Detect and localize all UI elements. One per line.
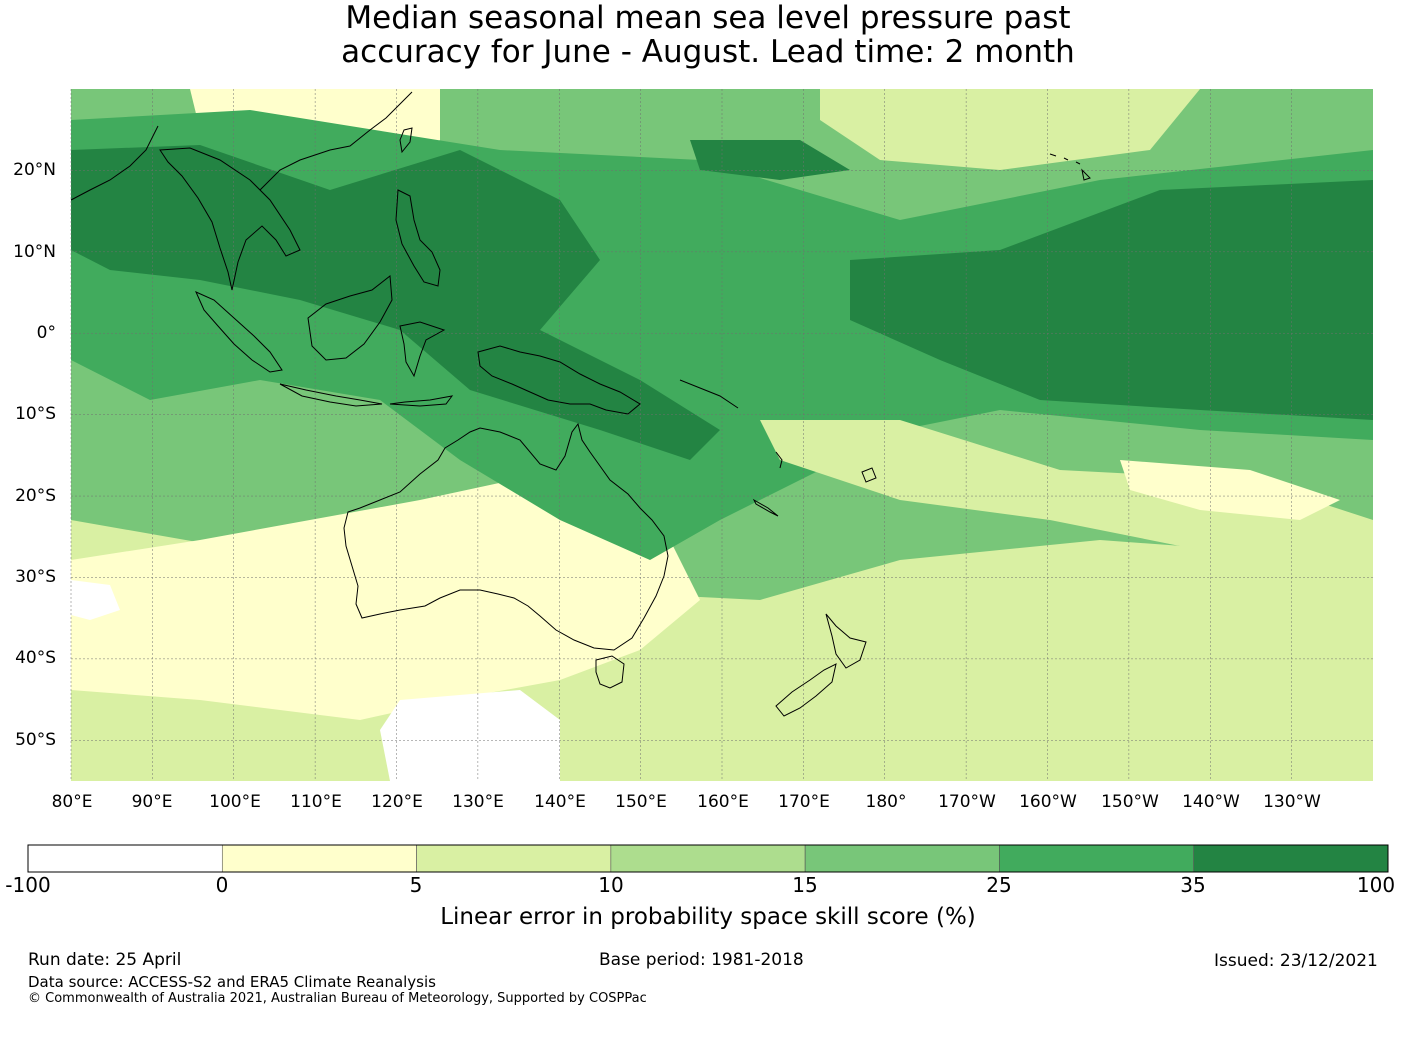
coastline-indochina: [159, 147, 301, 291]
colorbar-box-0: [27, 844, 223, 873]
lon-label-140w: 140°W: [1182, 792, 1240, 812]
field-band-dark-core-east: [850, 180, 1373, 420]
coastline-hawaii: [1049, 153, 1091, 181]
lon-label-160e: 160°E: [697, 792, 749, 812]
run-date: Run date: 25 April: [28, 950, 182, 970]
chart-title-line-1: Median seasonal mean sea level pressure …: [345, 0, 1071, 36]
field-band-dark-north: [690, 140, 850, 180]
lon-label-130w: 130°W: [1263, 792, 1321, 812]
lat-label-10n: 10°N: [13, 242, 56, 262]
lat-label-20n: 20°N: [13, 160, 56, 180]
lon-label-170w: 170°W: [938, 792, 996, 812]
lon-label-160w: 160°W: [1019, 792, 1077, 812]
coastline-india: [70, 125, 159, 201]
coastline-tasmania: [595, 655, 625, 689]
lon-label-150e: 150°E: [615, 792, 667, 812]
colorbar-tick-15: 15: [792, 873, 818, 897]
lon-label-150w: 150°W: [1101, 792, 1159, 812]
coastlines: [70, 91, 1091, 717]
coastline-vanuatu: [775, 451, 783, 469]
colorbar-tick-minus100: -100: [5, 873, 51, 897]
coastline-nz-south: [775, 663, 837, 717]
field-band-light-north-east: [820, 89, 1200, 170]
lat-label-50s: 50°S: [15, 730, 56, 750]
colorbar-box-2: [416, 844, 612, 873]
lon-label-140e: 140°E: [534, 792, 586, 812]
colorbar-box-6: [1193, 844, 1389, 873]
data-source: Data source: ACCESS-S2 and ERA5 Climate …: [28, 973, 436, 991]
coastline-lesser-sunda: [389, 395, 454, 407]
coastline-sumatra: [195, 291, 283, 373]
lat-label-40s: 40°S: [15, 648, 56, 668]
lon-label-130e: 130°E: [452, 792, 504, 812]
coastline-new-guinea: [477, 345, 641, 415]
lat-label-0: 0°: [36, 323, 56, 343]
coastline-australia: [343, 422, 669, 651]
coastline-fiji: [861, 467, 877, 483]
coastline-sulawesi: [399, 321, 446, 378]
lon-label-120e: 120°E: [371, 792, 423, 812]
coastline-solomons: [679, 379, 739, 409]
colorbar-tick-25: 25: [986, 873, 1012, 897]
field-band-white-west: [71, 580, 120, 620]
map-gridlines: [70, 89, 1373, 781]
chart-title-line-2: accuracy for June - August. Lead time: 2…: [341, 34, 1075, 70]
coastline-china: [259, 91, 413, 191]
field-band-pale-diagonal: [1120, 460, 1340, 520]
colorbar-box-3: [610, 844, 806, 873]
field-band-light-diagonal: [760, 420, 1373, 560]
lon-label-90e: 90°E: [131, 792, 173, 812]
colorbar-label: Linear error in probability space skill …: [440, 904, 976, 930]
lon-label-170e: 170°E: [778, 792, 830, 812]
lat-label-30s: 30°S: [15, 567, 56, 587]
field-band-dark-core-west: [71, 145, 720, 460]
colorbar-box-4: [804, 844, 1000, 873]
colorbar-box-1: [221, 844, 417, 873]
coastline-taiwan: [399, 127, 413, 154]
coastline-philippines: [395, 189, 441, 287]
colorbar-tick-10: 10: [598, 873, 624, 897]
colorbar-boxes: [27, 844, 1389, 873]
colorbar-tick-100: 100: [1356, 873, 1396, 897]
coastline-new-caledonia: [752, 498, 779, 517]
lon-label-100e: 100°E: [209, 792, 261, 812]
colorbar-tick-0: 0: [215, 873, 229, 897]
field-band-pale-australia: [71, 470, 700, 720]
field-band-white-south: [380, 690, 560, 781]
coastline-borneo: [307, 275, 393, 361]
colorbar-tick-5: 5: [409, 873, 423, 897]
coastline-nz-north: [825, 613, 867, 669]
lon-label-110e: 110°E: [290, 792, 342, 812]
colorbar-outline: [27, 844, 1389, 873]
lat-label-10s: 10°S: [15, 404, 56, 424]
colorbar-box-5: [999, 844, 1195, 873]
lon-label-180: 180°: [865, 792, 907, 812]
base-period: Base period: 1981-2018: [599, 950, 804, 970]
coastline-java: [279, 383, 383, 407]
lat-label-20s: 20°S: [15, 486, 56, 506]
issued-date: Issued: 23/12/2021: [1214, 951, 1378, 971]
copyright: © Commonwealth of Australia 2021, Austra…: [28, 991, 647, 1006]
colorbar-tick-35: 35: [1180, 873, 1206, 897]
lon-label-80e: 80°E: [51, 792, 93, 812]
